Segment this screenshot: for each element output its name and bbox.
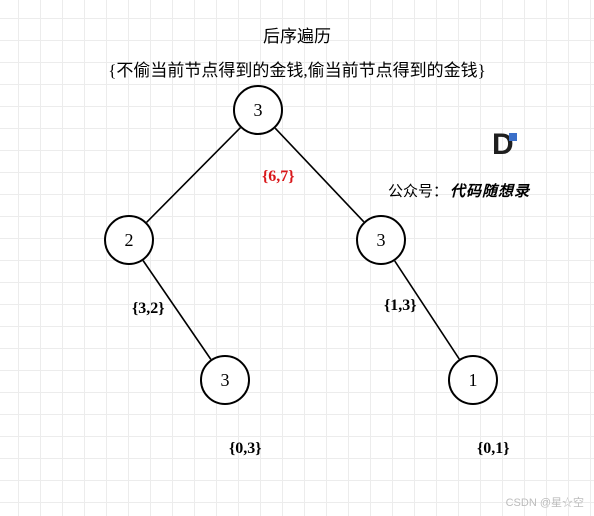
tree-node: 3	[356, 215, 406, 265]
tree-edge	[147, 128, 241, 223]
tree-node: 3	[200, 355, 250, 405]
watermark-text: CSDN @星☆空	[506, 494, 584, 510]
credit-prefix: 公众号：	[388, 180, 448, 201]
tree-node: 3	[233, 85, 283, 135]
tree-node-label: {6,7}	[262, 168, 295, 186]
credit-line: 公众号： 代码随想录	[388, 180, 530, 201]
tree-node-label: {0,3}	[229, 440, 262, 458]
tree-node-label: {1,3}	[384, 297, 417, 315]
tree-node: 2	[104, 215, 154, 265]
tree-node-label: {3,2}	[132, 300, 165, 318]
tree-edges	[0, 0, 594, 516]
tree-node: 1	[448, 355, 498, 405]
brand-logo: D	[492, 128, 514, 162]
tree-node-label: {0,1}	[477, 440, 510, 458]
credit-brand: 代码随想录	[450, 180, 530, 201]
